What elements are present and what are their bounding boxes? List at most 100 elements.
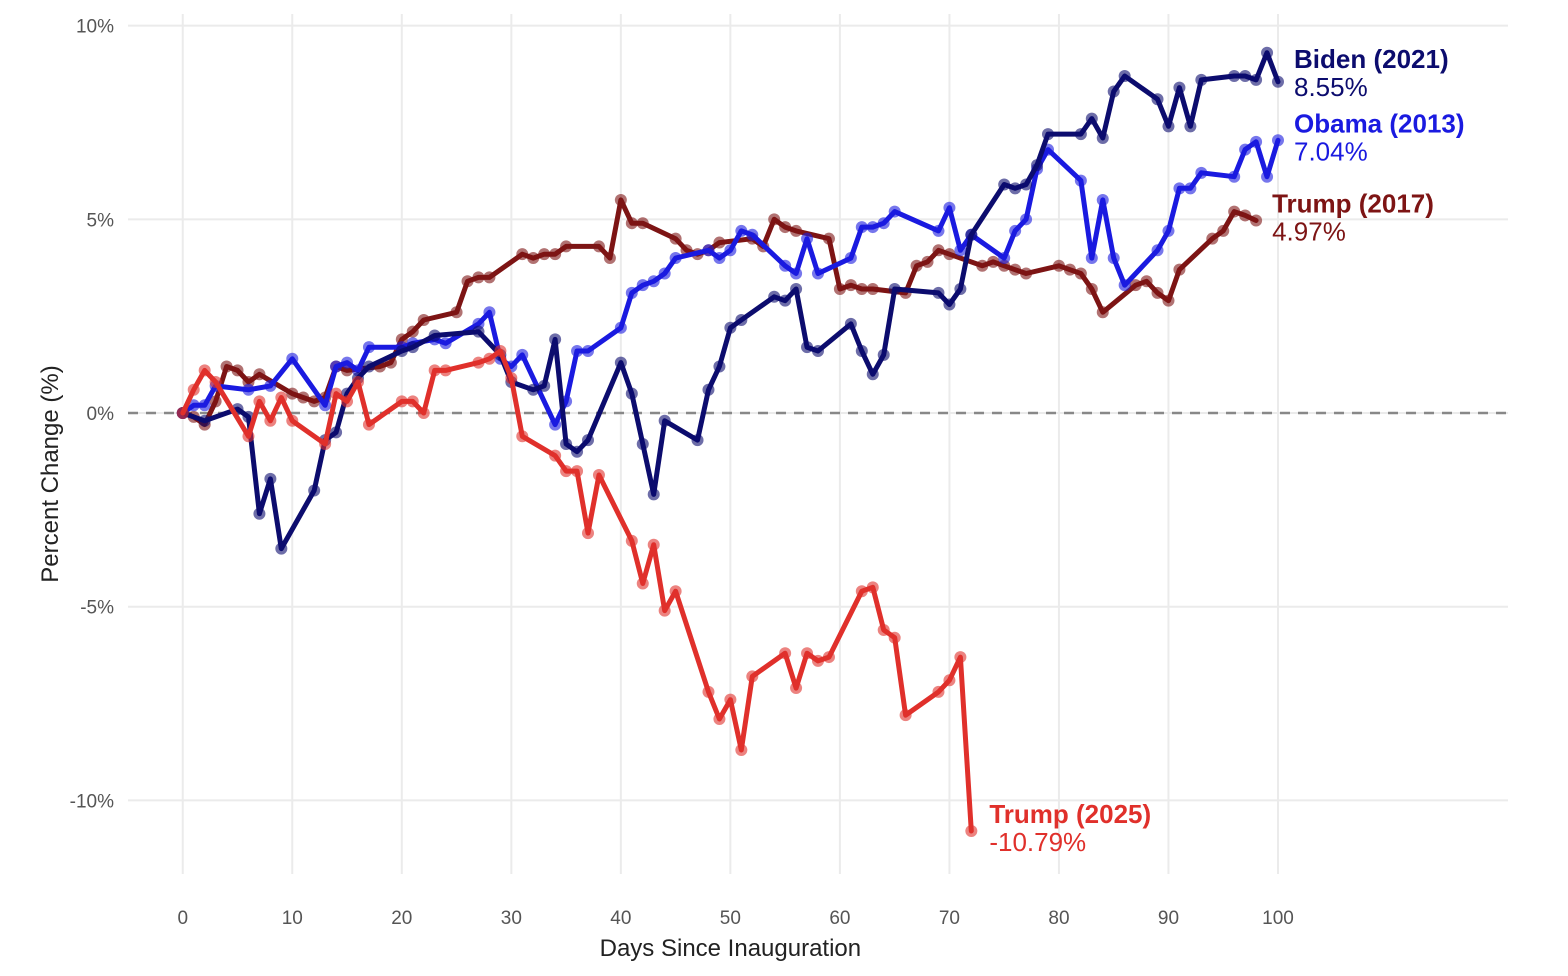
- series-end-label: Trump (2017)4.97%: [1272, 188, 1434, 246]
- data-point: [538, 379, 551, 392]
- data-point: [647, 488, 660, 501]
- data-point: [395, 395, 408, 408]
- data-point: [921, 255, 934, 268]
- data-point: [636, 577, 649, 590]
- data-point: [472, 356, 485, 369]
- x-tick-label: 0: [177, 908, 188, 929]
- data-point: [1096, 306, 1109, 319]
- data-point: [319, 399, 332, 412]
- data-point: [176, 407, 189, 420]
- x-tick-label: 80: [1048, 908, 1069, 929]
- data-point: [669, 252, 682, 265]
- data-point: [954, 283, 967, 296]
- data-point: [614, 356, 627, 369]
- data-point: [790, 267, 803, 280]
- data-point: [406, 325, 419, 338]
- data-point: [242, 430, 255, 443]
- data-point: [1173, 263, 1186, 276]
- data-point: [592, 468, 605, 481]
- data-point: [428, 329, 441, 342]
- data-point: [439, 337, 452, 350]
- data-point: [724, 321, 737, 334]
- data-point: [319, 438, 332, 450]
- data-point: [1074, 267, 1087, 280]
- data-point: [910, 259, 923, 272]
- data-point: [614, 193, 627, 206]
- data-point: [702, 244, 715, 257]
- data-point: [1162, 224, 1175, 237]
- data-point: [833, 283, 846, 296]
- data-point: [768, 290, 781, 303]
- data-point: [888, 631, 901, 644]
- data-point: [395, 345, 408, 358]
- data-point: [713, 713, 726, 726]
- data-point: [1162, 120, 1175, 133]
- data-point: [1173, 81, 1186, 94]
- series-name-label: Obama (2013): [1294, 108, 1465, 138]
- data-point: [308, 484, 321, 497]
- data-point: [888, 205, 901, 218]
- y-axis-title: Percent Change (%): [37, 365, 64, 582]
- data-point: [965, 825, 978, 837]
- data-point: [362, 418, 375, 431]
- series-biden-2021: [176, 46, 1284, 555]
- data-point: [866, 283, 879, 296]
- data-point: [855, 585, 868, 598]
- series-end-label: Trump (2025)-10.79%: [989, 799, 1151, 857]
- data-point: [713, 360, 726, 373]
- data-point: [790, 682, 803, 695]
- data-point: [1272, 75, 1284, 88]
- data-point: [264, 472, 277, 485]
- data-point: [1261, 46, 1274, 59]
- data-point: [516, 348, 529, 361]
- data-point: [779, 647, 792, 660]
- data-point: [1239, 209, 1252, 222]
- x-tick-label: 70: [939, 908, 960, 929]
- data-point: [724, 693, 737, 706]
- x-axis-title: Days Since Inauguration: [600, 935, 862, 962]
- data-point: [1096, 131, 1109, 144]
- data-point: [198, 399, 211, 412]
- data-point: [592, 240, 605, 253]
- data-point: [888, 283, 901, 296]
- data-point: [1250, 73, 1263, 86]
- data-point: [1228, 205, 1241, 218]
- data-point: [1162, 294, 1175, 307]
- data-point: [253, 507, 266, 520]
- data-point: [735, 744, 748, 757]
- data-point: [1009, 182, 1022, 195]
- series-line: [180, 348, 974, 834]
- data-point: [286, 387, 299, 400]
- data-point: [812, 654, 824, 667]
- data-point: [779, 221, 792, 234]
- data-point: [724, 244, 737, 257]
- data-point: [209, 395, 222, 408]
- data-point: [658, 414, 671, 427]
- data-point: [505, 372, 518, 385]
- data-point: [330, 360, 343, 373]
- data-point: [516, 248, 529, 261]
- series-value-label: -10.79%: [989, 827, 1086, 857]
- data-point: [812, 345, 824, 358]
- data-point: [286, 352, 299, 365]
- data-point: [735, 224, 748, 237]
- series-end-labels: Biden (2021)8.55% Obama (2013)7.04% Trump …: [989, 44, 1464, 857]
- data-point: [976, 259, 989, 272]
- data-point: [187, 399, 200, 412]
- data-point: [341, 356, 354, 369]
- data-point: [647, 538, 660, 551]
- data-point: [779, 294, 792, 307]
- data-point: [1063, 263, 1076, 276]
- data-point: [231, 364, 244, 377]
- data-point: [549, 333, 562, 346]
- data-point: [998, 252, 1011, 265]
- data-point: [768, 213, 781, 226]
- data-point: [669, 585, 682, 598]
- data-point: [954, 244, 967, 257]
- data-point: [220, 360, 233, 373]
- data-point: [614, 321, 627, 334]
- data-point: [198, 414, 211, 427]
- x-tick-label: 10: [282, 908, 303, 929]
- data-point: [571, 445, 584, 458]
